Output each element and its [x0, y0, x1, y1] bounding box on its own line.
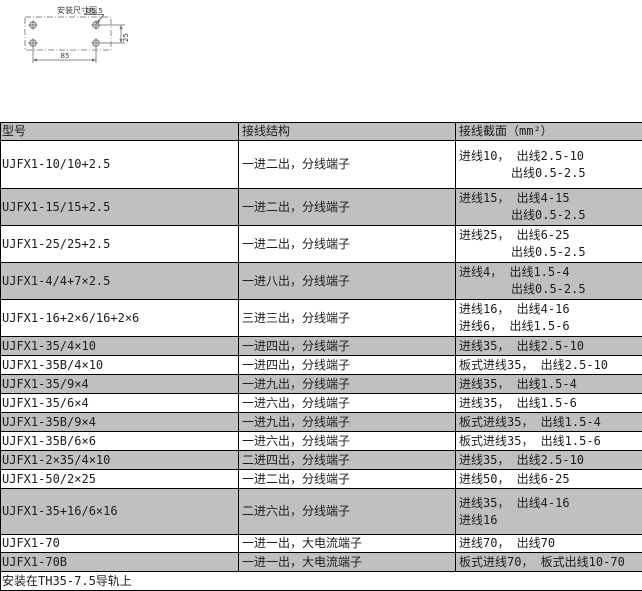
header-row: 型号 接线结构 接线截面（mm²）: [0, 122, 642, 141]
model-cell: UJFX1-50/2×25: [0, 469, 239, 489]
model-cell: UJFX1-35/4×10: [0, 336, 239, 356]
model-cell: UJFX1-16+2×6/16+2×6: [0, 299, 239, 337]
section-cell: 进线15， 出线4-15 出线0.5-2.5: [455, 188, 642, 226]
section-cell: 进线16， 出线4-16 进线6， 出线1.5-6: [455, 299, 642, 337]
model-cell: UJFX1-25/25+2.5: [0, 225, 239, 263]
model-cell: UJFX1-35B/6×6: [0, 431, 239, 451]
model-cell: UJFX1-35/9×4: [0, 374, 239, 394]
model-cell: UJFX1-35/6×4: [0, 393, 239, 413]
structure-cell: 三进三出，分线端子: [238, 299, 456, 337]
section-cell: 板式进线35， 出线1.5-4: [455, 412, 642, 432]
table-row: UJFX1-70 一进一出，大电流端子 进线70， 出线70: [0, 534, 642, 553]
table-row: UJFX1-10/10+2.5 一进二出，分线端子 进线10， 出线2.5-10…: [0, 140, 642, 189]
table-row: UJFX1-2×35/4×10 二进四出，分线端子 进线35， 出线2.5-10: [0, 450, 642, 470]
model-cell: UJFX1-70B: [0, 552, 239, 572]
table-row: UJFX1-35B/6×6 一进六出，分线端子 板式进线35， 出线1.5-6: [0, 431, 642, 451]
table-row: UJFX1-35/4×10 一进四出，分线端子 进线35， 出线2.5-10: [0, 336, 642, 356]
model-cell: UJFX1-70: [0, 534, 239, 553]
table-row: UJFX1-25/25+2.5 一进二出，分线端子 进线25， 出线6-25 出线…: [0, 225, 642, 263]
section-cell: 进线35， 出线2.5-10: [455, 336, 642, 356]
header-model: 型号: [0, 122, 239, 141]
structure-cell: 一进一出，大电流端子: [238, 534, 456, 553]
table-row: UJFX1-50/2×25 一进二出，分线端子 进线50， 出线6-25: [0, 469, 642, 489]
mounting-note-row: 安装在TH35-7.5导轨上: [0, 571, 642, 591]
header-section: 接线截面（mm²）: [455, 122, 642, 141]
width-dimension-label: 85: [61, 52, 70, 60]
structure-cell: 一进二出，分线端子: [238, 469, 456, 489]
structure-cell: 一进九出，分线端子: [238, 412, 456, 432]
section-cell: 进线35， 出线2.5-10: [455, 450, 642, 470]
table-row: UJFX1-16+2×6/16+2×6 三进三出，分线端子 进线16， 出线4-…: [0, 299, 642, 337]
mounting-note: 安装在TH35-7.5导轨上: [0, 571, 642, 591]
section-cell: 板式进线35， 出线1.5-6: [455, 431, 642, 451]
table-row: UJFX1-35B/4×10 一进四出，分线端子 板式进线35， 出线2.5-1…: [0, 355, 642, 375]
section-cell: 进线25， 出线6-25 出线0.5-2.5: [455, 225, 642, 263]
leader-arrowhead: [96, 19, 101, 25]
structure-cell: 一进二出，分线端子: [238, 188, 456, 226]
structure-cell: 二进四出，分线端子: [238, 450, 456, 470]
model-cell: UJFX1-4/4+7×2.5: [0, 262, 239, 300]
device-outline: [24, 16, 112, 51]
table-row: UJFX1-70B 一进一出，大电流端子 板式进线70， 板式出线10-70: [0, 552, 642, 572]
height-dimension-label: 25: [122, 33, 130, 42]
model-cell: UJFX1-35+16/6×16: [0, 488, 239, 535]
model-cell: UJFX1-35B/9×4: [0, 412, 239, 432]
section-cell: 板式进线35， 出线2.5-10: [455, 355, 642, 375]
table-row: UJFX1-35+16/6×16 二进六出，分线端子 进线35， 出线4-16 进…: [0, 488, 642, 535]
section-cell: 进线35， 出线1.5-6: [455, 393, 642, 413]
structure-cell: 一进九出，分线端子: [238, 374, 456, 394]
section-cell: 进线35， 出线1.5-4: [455, 374, 642, 394]
section-cell: 进线35， 出线4-16 进线16: [455, 488, 642, 535]
structure-cell: 一进八出，分线端子: [238, 262, 456, 300]
model-cell: UJFX1-10/10+2.5: [0, 140, 239, 189]
header-structure: 接线结构: [238, 122, 456, 141]
section-cell: 进线4， 出线1.5-4 出线0.5-2.5: [455, 262, 642, 300]
hole-diameter-label: Ø5.5: [86, 7, 103, 15]
structure-cell: 一进四出，分线端子: [238, 355, 456, 375]
structure-cell: 二进六出，分线端子: [238, 488, 456, 535]
structure-cell: 一进六出，分线端子: [238, 393, 456, 413]
spec-table: 型号 接线结构 接线截面（mm²） UJFX1-10/10+2.5 一进二出，分…: [0, 122, 642, 591]
table-row: UJFX1-15/15+2.5 一进二出，分线端子 进线15， 出线4-15 出线…: [0, 188, 642, 226]
section-cell: 进线50， 出线6-25: [455, 469, 642, 489]
model-cell: UJFX1-15/15+2.5: [0, 188, 239, 226]
table-row: UJFX1-4/4+7×2.5 一进八出，分线端子 进线4， 出线1.5-4 出线…: [0, 262, 642, 300]
structure-cell: 一进六出，分线端子: [238, 431, 456, 451]
section-cell: 板式进线70， 板式出线10-70: [455, 552, 642, 572]
section-cell: 进线70， 出线70: [455, 534, 642, 553]
diagram-title: 安装尺寸图: [57, 5, 97, 15]
model-cell: UJFX1-35B/4×10: [0, 355, 239, 375]
structure-cell: 一进一出，大电流端子: [238, 552, 456, 572]
mounting-diagram: 安装尺寸图 Ø5.5 25 85: [24, 5, 130, 63]
table-row: UJFX1-35/6×4 一进六出，分线端子 进线35， 出线1.5-6: [0, 393, 642, 413]
table-row: UJFX1-35B/9×4 一进九出，分线端子 板式进线35， 出线1.5-4: [0, 412, 642, 432]
table-row: UJFX1-35/9×4 一进九出，分线端子 进线35， 出线1.5-4: [0, 374, 642, 394]
structure-cell: 一进二出，分线端子: [238, 225, 456, 263]
section-cell: 进线10， 出线2.5-10 出线0.5-2.5: [455, 140, 642, 189]
structure-cell: 一进二出，分线端子: [238, 140, 456, 189]
structure-cell: 一进四出，分线端子: [238, 336, 456, 356]
mounting-hole-top-left: [28, 20, 38, 30]
model-cell: UJFX1-2×35/4×10: [0, 450, 239, 470]
